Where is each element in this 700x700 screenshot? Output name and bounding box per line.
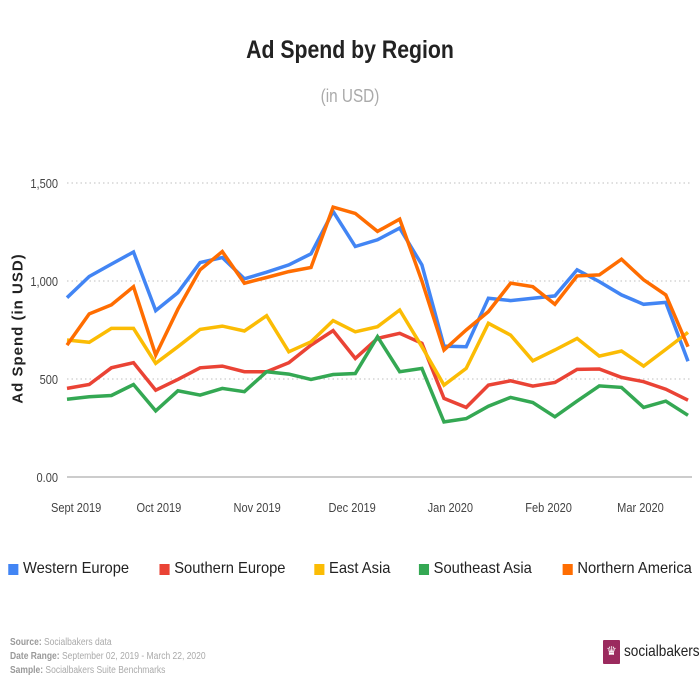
chart-title: Ad Spend by Region xyxy=(246,36,454,64)
legend-label: Southeast Asia xyxy=(433,560,532,577)
x-tick-label: Nov 2019 xyxy=(233,500,281,515)
x-tick-label: Sept 2019 xyxy=(51,500,102,515)
legend-label: Southern Europe xyxy=(174,560,286,577)
legend-item: Southern Europe xyxy=(159,560,286,578)
legend-label: Western Europe xyxy=(22,560,129,577)
x-tick-label: Mar 2020 xyxy=(617,500,664,515)
date-range-note: Date Range: September 02, 2019 - March 2… xyxy=(10,651,206,662)
legend-swatch xyxy=(562,563,573,575)
legend-swatch xyxy=(159,563,170,575)
y-tick-label: 0.00 xyxy=(37,470,59,485)
x-tick-label: Dec 2019 xyxy=(329,500,377,515)
y-tick-label: 1,500 xyxy=(30,176,58,191)
legend-item: Northern America xyxy=(562,560,692,578)
x-tick-label: Oct 2019 xyxy=(136,500,181,515)
legend-label: Northern America xyxy=(576,560,692,577)
legend-item: Western Europe xyxy=(8,560,129,578)
line-chart: 0.00 500 1,000 1,500 Sept 2019 Oct 2019 Nov 20… xyxy=(30,176,692,515)
sample-note: Sample: Socialbakers Suite Benchmarks xyxy=(10,665,166,676)
logo-text: socialbakers xyxy=(624,643,700,660)
socialbakers-logo: ♛ socialbakers xyxy=(603,640,700,664)
x-tick-label: Feb 2020 xyxy=(525,500,572,515)
legend-item: Southeast Asia xyxy=(418,560,532,578)
source-note: Source: Socialbakers data xyxy=(10,637,112,648)
chef-hat-icon: ♛ xyxy=(603,640,620,664)
legend: Western Europe Southern Europe East Asia So… xyxy=(0,560,700,578)
y-tick-label: 500 xyxy=(40,372,59,387)
footer-notes: Source: Socialbakers data Date Range: Se… xyxy=(10,636,206,678)
legend-swatch xyxy=(418,563,429,575)
y-tick-label: 1,000 xyxy=(30,274,58,289)
legend-item: East Asia xyxy=(314,560,391,578)
legend-swatch xyxy=(8,563,19,575)
x-tick-label: Jan 2020 xyxy=(428,500,474,515)
legend-label: East Asia xyxy=(329,560,391,577)
legend-swatch xyxy=(314,563,325,575)
chart-subtitle: (in USD) xyxy=(320,86,380,106)
